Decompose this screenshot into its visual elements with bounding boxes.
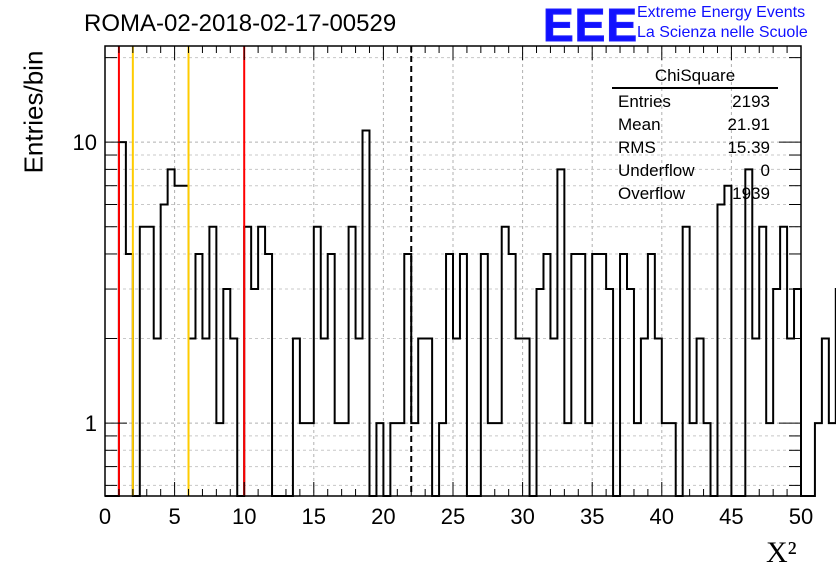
x-tick-label: 35: [580, 504, 604, 529]
stats-box: ChiSquare Entries 2193 Mean 21.91 RMS 15…: [612, 66, 778, 205]
stats-row-overflow: Overflow 1939: [612, 182, 778, 205]
logo-line-2: La Scienza nelle Scuole: [637, 24, 808, 41]
chart-title: ROMA-02-2018-02-17-00529: [84, 10, 397, 37]
stats-label: Overflow: [618, 184, 686, 203]
x-tick-label: 30: [510, 504, 534, 529]
stats-title: ChiSquare: [612, 66, 778, 89]
stats-label: Mean: [618, 115, 661, 134]
x-tick-label: 20: [371, 504, 395, 529]
y-tick-label: 1: [85, 411, 97, 436]
eee-logo: EEE: [542, 0, 639, 52]
stats-value: 21.91: [727, 115, 770, 134]
stats-value: 1939: [732, 184, 770, 203]
stats-value: 0: [760, 161, 770, 180]
x-tick-label: 45: [719, 504, 743, 529]
x-tick-label: 50: [789, 504, 813, 529]
stats-row-entries: Entries 2193: [612, 90, 778, 113]
stats-label: Entries: [618, 92, 671, 111]
x-tick-label: 40: [650, 504, 674, 529]
x-tick-label: 25: [441, 504, 465, 529]
stats-row-mean: Mean 21.91: [612, 113, 778, 136]
stats-row-rms: RMS 15.39: [612, 136, 778, 159]
stats-value: 15.39: [727, 138, 770, 157]
stats-label: RMS: [618, 138, 656, 157]
y-tick-label: 10: [73, 130, 97, 155]
stats-row-underflow: Underflow 0: [612, 159, 778, 182]
logo-line-1: Extreme Energy Events: [637, 4, 806, 21]
x-tick-label: 0: [99, 504, 111, 529]
x-tick-label: 10: [232, 504, 256, 529]
y-axis-label: Entries/bin: [18, 50, 49, 174]
x-tick-label: 5: [168, 504, 180, 529]
x-axis-label: X²: [766, 536, 797, 569]
x-tick-label: 15: [302, 504, 326, 529]
stats-label: Underflow: [618, 161, 695, 180]
stats-value: 2193: [732, 92, 770, 111]
